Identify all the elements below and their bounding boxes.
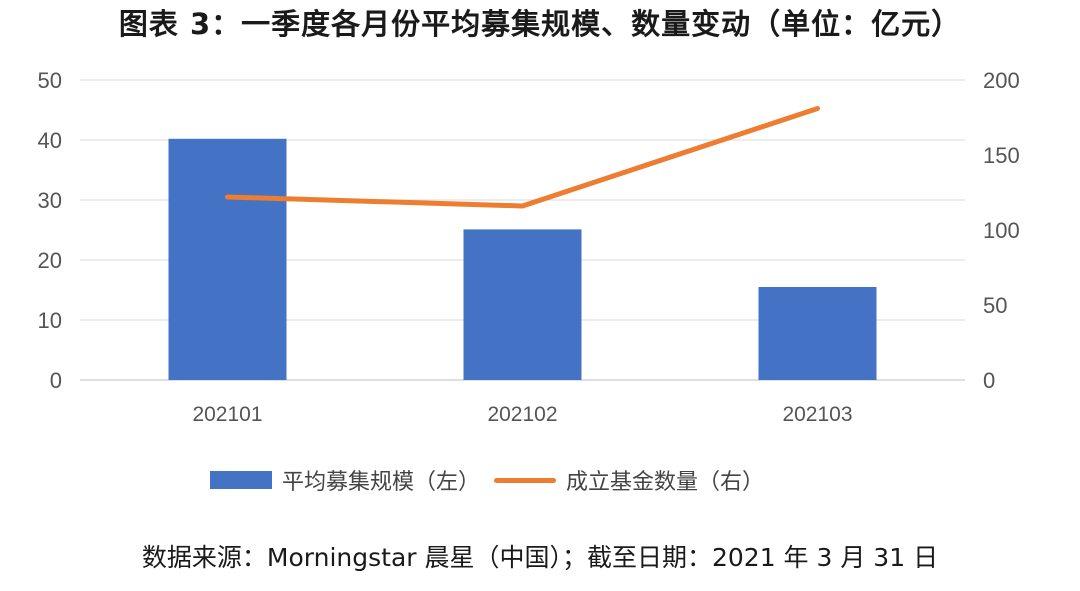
right-tick-label: 50 (983, 293, 1007, 318)
line-path (225, 106, 820, 209)
right-tick-label: 150 (983, 143, 1020, 168)
left-tick-label: 50 (38, 68, 62, 93)
left-axis: 0 10 20 30 40 50 (38, 68, 62, 393)
legend-line-label: 成立基金数量（右） (566, 470, 765, 495)
right-tick-label: 100 (983, 218, 1020, 243)
left-tick-label: 30 (38, 188, 62, 213)
right-tick-label: 0 (983, 368, 995, 393)
left-tick-label: 10 (38, 308, 62, 333)
legend-bar-swatch (210, 471, 272, 489)
chart-title: 图表 3：一季度各月份平均募集规模、数量变动（单位：亿元） (118, 7, 962, 41)
bar (758, 287, 877, 380)
legend: 平均募集规模（左） 成立基金数量（右） (210, 462, 764, 498)
x-tick-label: 202103 (782, 403, 852, 426)
source-note: 数据来源：Morningstar 晨星（中国）；截至日期：2021 年 3 月 … (141, 543, 939, 572)
bar (168, 138, 287, 380)
bar (463, 229, 582, 380)
right-tick-label: 200 (983, 68, 1020, 93)
legend-bar-label: 平均募集规模（左） (282, 470, 481, 495)
left-tick-label: 0 (50, 368, 62, 393)
x-tick-label: 202102 (487, 403, 557, 426)
line-series (225, 106, 820, 209)
legend-line-swatch (494, 477, 557, 483)
left-tick-label: 20 (38, 248, 62, 273)
x-tick-label: 202101 (192, 403, 262, 426)
right-axis: 0 50 100 150 200 (983, 68, 1020, 393)
x-axis: 202101 202102 202103 (192, 403, 852, 426)
left-tick-label: 40 (38, 128, 62, 153)
bar-series (168, 138, 877, 380)
